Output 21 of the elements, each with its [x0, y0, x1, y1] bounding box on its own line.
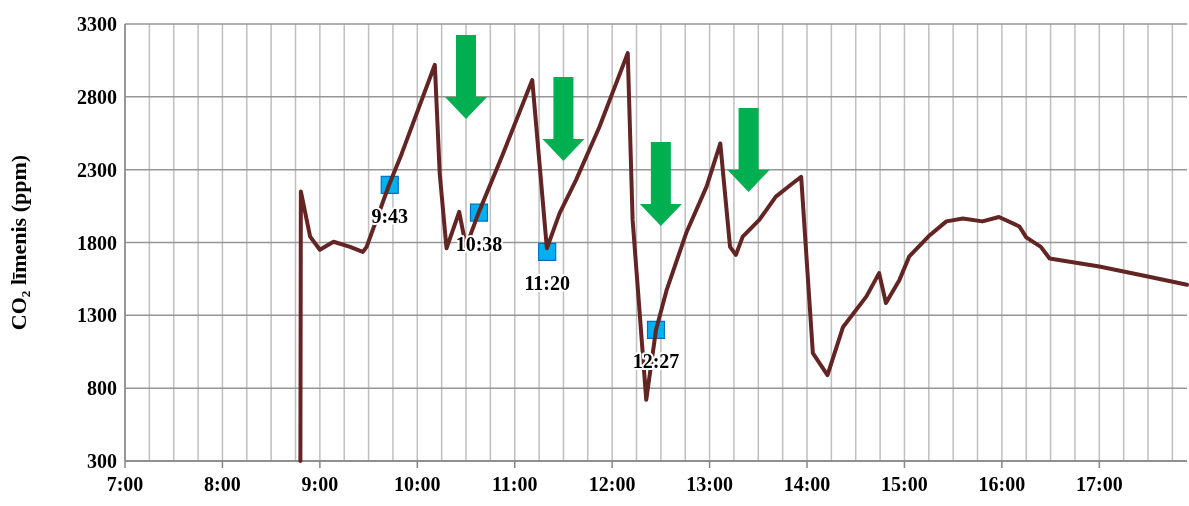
y-axis-title: CO₂ līmenis (ppm) — [6, 154, 31, 331]
x-tick-label: 8:00 — [204, 473, 241, 495]
x-tick-label: 15:00 — [881, 473, 928, 495]
annotation: 11:20 — [524, 271, 570, 294]
x-tick-label: 9:00 — [301, 473, 339, 495]
x-tick-label: 10:00 — [393, 473, 441, 495]
y-tick-label: 2800 — [77, 85, 117, 108]
y-tick-label: 1800 — [77, 231, 117, 254]
x-tick-label: 17:00 — [1075, 473, 1123, 495]
y-tick-label: 1300 — [77, 304, 117, 327]
x-tick-label: 13:00 — [686, 473, 733, 495]
line-series — [298, 51, 1189, 463]
x-tick-label: 12:00 — [588, 473, 636, 495]
y-tick-label: 800 — [87, 377, 117, 400]
y-tick-label: 300 — [87, 450, 117, 472]
x-tick-label: 14:00 — [783, 473, 831, 495]
x-tick-label: 7:00 — [106, 473, 144, 495]
y-tick-label: 3300 — [77, 13, 117, 35]
x-tick-label: 16:00 — [978, 473, 1026, 495]
x-tick-label: 11:00 — [491, 473, 538, 495]
y-tick-label: 2300 — [77, 158, 117, 181]
